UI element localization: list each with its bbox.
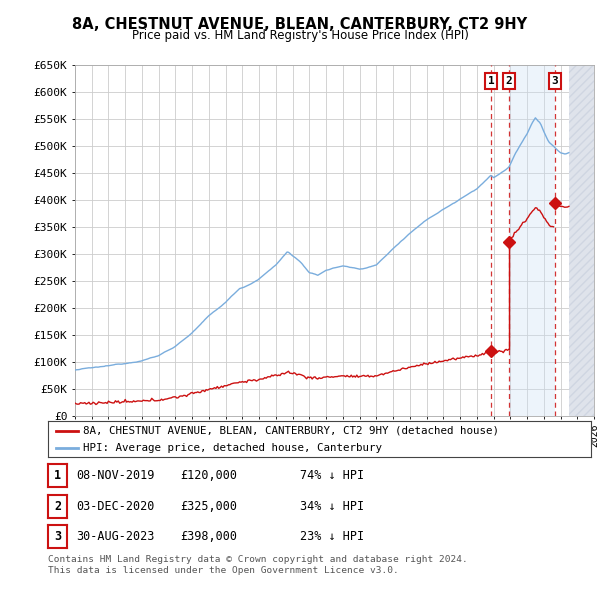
Text: £325,000: £325,000 (180, 500, 237, 513)
Text: HPI: Average price, detached house, Canterbury: HPI: Average price, detached house, Cant… (83, 443, 382, 453)
Text: £120,000: £120,000 (180, 469, 237, 482)
Text: 2: 2 (54, 500, 61, 513)
Text: 1: 1 (488, 76, 494, 86)
Text: 30-AUG-2023: 30-AUG-2023 (76, 530, 155, 543)
Text: Contains HM Land Registry data © Crown copyright and database right 2024.
This d: Contains HM Land Registry data © Crown c… (48, 555, 468, 575)
Text: 34% ↓ HPI: 34% ↓ HPI (300, 500, 364, 513)
Text: 1: 1 (54, 469, 61, 482)
Text: 8A, CHESTNUT AVENUE, BLEAN, CANTERBURY, CT2 9HY: 8A, CHESTNUT AVENUE, BLEAN, CANTERBURY, … (73, 17, 527, 31)
Text: £398,000: £398,000 (180, 530, 237, 543)
Text: 2: 2 (506, 76, 512, 86)
Text: 08-NOV-2019: 08-NOV-2019 (76, 469, 155, 482)
Bar (569, 65, 594, 416)
Text: 8A, CHESTNUT AVENUE, BLEAN, CANTERBURY, CT2 9HY (detached house): 8A, CHESTNUT AVENUE, BLEAN, CANTERBURY, … (83, 425, 499, 435)
Bar (569, 65, 594, 416)
Text: 23% ↓ HPI: 23% ↓ HPI (300, 530, 364, 543)
Text: Price paid vs. HM Land Registry's House Price Index (HPI): Price paid vs. HM Land Registry's House … (131, 30, 469, 42)
Text: 3: 3 (551, 76, 558, 86)
Text: 03-DEC-2020: 03-DEC-2020 (76, 500, 155, 513)
Bar (509, 65, 555, 416)
Text: 74% ↓ HPI: 74% ↓ HPI (300, 469, 364, 482)
Text: 3: 3 (54, 530, 61, 543)
